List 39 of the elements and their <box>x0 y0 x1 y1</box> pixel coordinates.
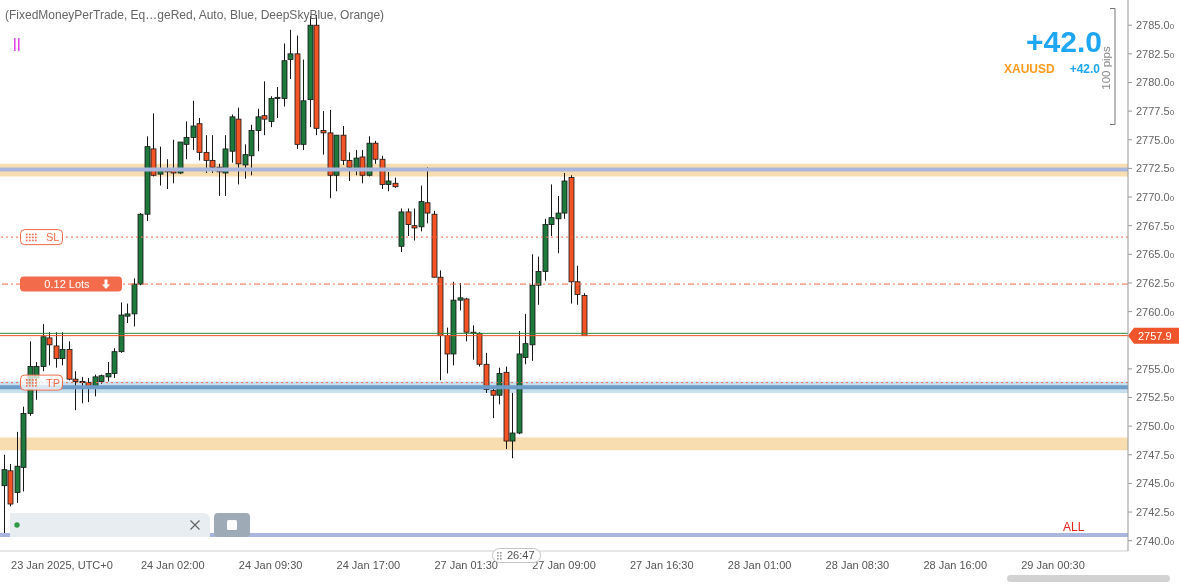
y-tick-label: 2752.50 <box>1136 391 1175 404</box>
y-tick-label: 2777.50 <box>1136 105 1175 118</box>
y-tick-label: 2765.00 <box>1136 248 1175 261</box>
text: (FixedMoneyPerTrade, Eq…geRed, Auto, Blue, DeepSkyBlue, Orange) <box>5 8 385 22</box>
x-tick-label: 29 Jan 00:30 <box>1021 559 1085 571</box>
y-tick-label: 2742.50 <box>1136 506 1175 519</box>
y-tick-label: 2782.50 <box>1136 47 1175 60</box>
x-tick-label: 24 Jan 09:30 <box>238 559 303 571</box>
y-tick-label: 2780.00 <box>1136 76 1175 89</box>
y-tick-label: 2762.50 <box>1136 276 1175 289</box>
y-tick-label: 2772.50 <box>1136 162 1175 175</box>
y-tick-label: 2750.00 <box>1136 420 1175 433</box>
annotation: +42.0 <box>1025 25 1102 58</box>
annotation: +42.0 <box>1069 62 1100 76</box>
ref-line-label: TP <box>46 376 61 389</box>
x-tick-label: 28 Jan 16:00 <box>923 559 988 571</box>
y-tick-label: 2745.00 <box>1136 477 1175 490</box>
ref-line-label: 2757.9 <box>1138 329 1172 342</box>
x-tick-label: 23 Jan 2025, UTC+0 <box>11 559 113 571</box>
y-tick-label: 2755.00 <box>1136 362 1175 375</box>
y-tick-label: 2775.00 <box>1136 133 1175 146</box>
y-tick-label: 2747.50 <box>1136 448 1175 461</box>
ref-line-label: 0.12 Lots <box>44 278 91 291</box>
x-tick-label: 24 Jan 17:00 <box>336 559 401 571</box>
x-tick-label: 28 Jan 01:00 <box>727 559 792 571</box>
x-tick-label: 24 Jan 02:00 <box>140 559 205 571</box>
y-tick-label: 2770.00 <box>1136 191 1175 204</box>
y-tick-label: 2760.00 <box>1136 305 1175 318</box>
annotation: 26:47 <box>507 549 535 561</box>
y-tick-label: 2767.50 <box>1136 219 1175 232</box>
x-tick-label: 28 Jan 08:30 <box>825 559 890 571</box>
y-tick-label: 2785.00 <box>1136 19 1175 32</box>
y-tick-label: 2740.00 <box>1136 534 1175 547</box>
ref-line-label: SL <box>46 231 60 244</box>
annotation: XAUUSD <box>1004 62 1055 76</box>
annotation: 100 pips <box>1100 46 1113 90</box>
x-tick-label: 27 Jan 16:30 <box>629 559 694 571</box>
x-tick-label: 27 Jan 01:30 <box>434 559 499 571</box>
annotation: ALL <box>1063 520 1085 534</box>
